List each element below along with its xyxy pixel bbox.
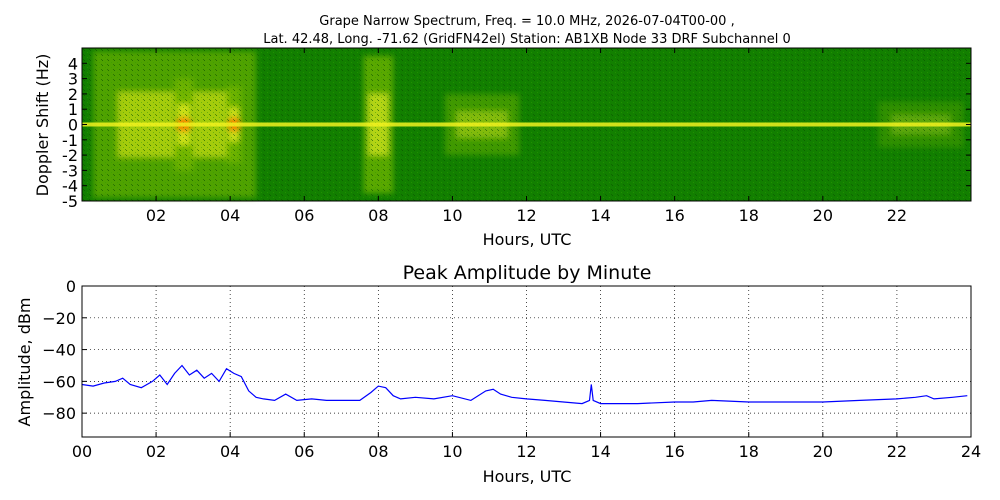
amplitude-x-label: Hours, UTC (483, 467, 572, 486)
amplitude-x-tick-label: 00 (72, 442, 92, 461)
amplitude-x-tick-label: 18 (739, 442, 759, 461)
amplitude-y-tick-label: −60 (42, 372, 76, 391)
spectrogram-y-tick-label: -3 (62, 161, 78, 180)
spectrogram-x-tick-label: 22 (887, 206, 907, 225)
amplitude-y-tick-label: −20 (42, 309, 76, 328)
amplitude-series-line (81, 364, 968, 405)
amplitude-x-tick-label: 04 (220, 442, 240, 461)
spectrogram-x-tick-label: 12 (516, 206, 536, 225)
amplitude-x-tick-label: 20 (813, 442, 833, 461)
spectrogram-title-line-1: Grape Narrow Spectrum, Freq. = 10.0 MHz,… (319, 14, 734, 29)
spectrogram-x-tick-label: 16 (664, 206, 684, 225)
spectrogram-y-label: Doppler Shift (Hz) (33, 54, 52, 197)
amplitude-x-tick-label: 12 (516, 442, 536, 461)
spectrogram-x-tick-label: 18 (739, 206, 759, 225)
spectrogram-x-tick-label: 04 (220, 206, 240, 225)
spectrogram-y-tick-label: -2 (62, 146, 78, 165)
amplitude-title: Peak Amplitude by Minute (403, 262, 652, 284)
spectrogram-y-tick-label: -1 (62, 131, 78, 150)
amplitude-x-tick-label: 08 (368, 442, 388, 461)
spectrogram-x-tick-label: 14 (590, 206, 610, 225)
spectrogram-x-tick-label: 10 (442, 206, 462, 225)
spectrogram-x-tick-label: 06 (294, 206, 314, 225)
amplitude-x-tick-label: 14 (590, 442, 610, 461)
amplitude-x-tick-label: 22 (887, 442, 907, 461)
amplitude-plot: 00 02 04 06 08 10 12 14 16 18 20 22 24 0 −20 −40 −60 −80 (42, 277, 981, 461)
spectrogram-x-tick-label: 20 (813, 206, 833, 225)
amplitude-x-tick-label: 06 (294, 442, 314, 461)
amplitude-y-tick-label: −40 (42, 341, 76, 360)
amplitude-x-tick-label: 02 (146, 442, 166, 461)
amplitude-y-ticks: 0 −20 −40 −60 −80 (42, 277, 87, 423)
spectrogram-x-tick-label: 02 (146, 206, 166, 225)
amplitude-y-tick-label: 0 (66, 277, 76, 296)
spectrogram-x-ticks: 02 04 06 08 10 12 14 16 18 20 22 (146, 48, 907, 225)
spectrogram-y-tick-label: 1 (68, 100, 78, 119)
amplitude-x-tick-label: 24 (961, 442, 981, 461)
spectrogram-x-tick-label: 08 (368, 206, 388, 225)
amplitude-y-tick-label: −80 (42, 404, 76, 423)
spectrogram-y-tick-label: 3 (68, 70, 78, 89)
spectrogram-x-label: Hours, UTC (483, 230, 572, 249)
spectrogram-y-tick-label: 0 (68, 116, 78, 135)
spectrogram-title-line-2: Lat. 42.48, Long. -71.62 (GridFN42el) St… (263, 32, 790, 47)
spectrogram-y-tick-label: -5 (62, 192, 78, 211)
spectrogram-y-tick-label: 4 (68, 54, 78, 73)
amplitude-x-tick-label: 10 (442, 442, 462, 461)
amplitude-background (82, 286, 971, 437)
amplitude-x-ticks: 00 02 04 06 08 10 12 14 16 18 20 22 24 (72, 432, 981, 461)
spectrogram-y-tick-label: -4 (62, 177, 78, 196)
spectrogram-y-tick-label: 2 (68, 85, 78, 104)
amplitude-y-label: Amplitude, dBm (15, 298, 34, 427)
amplitude-x-tick-label: 16 (664, 442, 684, 461)
spectrogram-carrier-line (82, 122, 971, 127)
